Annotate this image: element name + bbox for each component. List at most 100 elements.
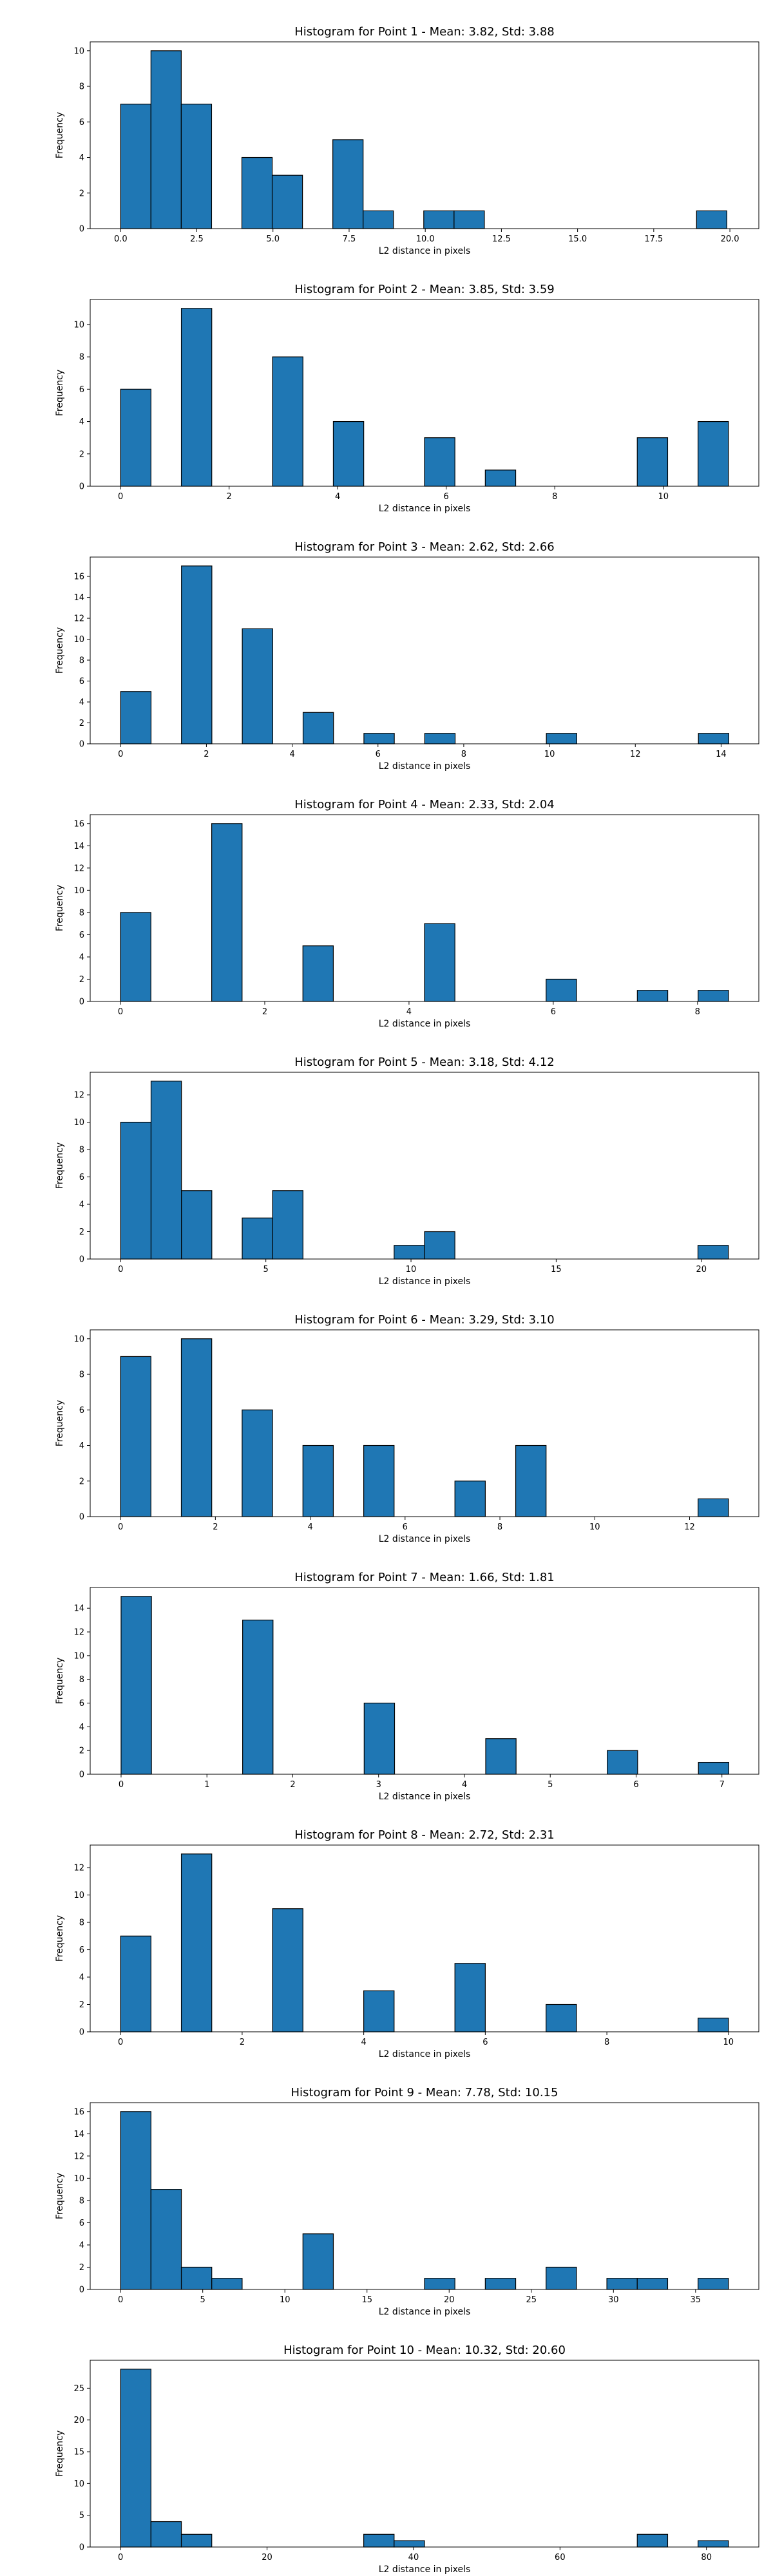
x-tick-label: 2 (240, 2038, 245, 2047)
axes-frame (90, 1072, 759, 1260)
x-tick-label: 1 (204, 1780, 209, 1790)
histogram-bar (698, 421, 729, 487)
y-tick-label: 4 (79, 698, 84, 708)
y-axis-label: Frequency (55, 1658, 65, 1704)
y-tick-label: 0 (79, 2028, 84, 2038)
axes-frame (90, 556, 759, 744)
y-tick-label: 0 (79, 2286, 84, 2295)
y-tick-label: 6 (79, 385, 84, 395)
x-tick-label: 12.5 (492, 234, 511, 244)
x-tick-label: 7 (720, 1780, 725, 1790)
histogram-bar (424, 923, 455, 1002)
axes-frame (90, 1844, 759, 2032)
histogram-bar (363, 1444, 395, 1517)
chart-title: Histogram for Point 5 - Mean: 3.18, Std:… (294, 1056, 555, 1069)
histogram-bar (606, 2278, 638, 2290)
x-tick-label: 15.0 (568, 234, 587, 244)
y-tick-label: 12 (73, 864, 84, 873)
histogram-panel-10: Histogram for Point 10 - Mean: 10.32, St… (55, 2344, 759, 2575)
histogram-bar (454, 1963, 486, 2032)
histogram-bar (120, 104, 151, 229)
histogram-bar (180, 104, 213, 229)
x-tick-label: 8 (604, 2038, 609, 2047)
y-tick-label: 0 (79, 2543, 84, 2553)
y-tick-label: 10 (73, 1651, 84, 1661)
axes-frame (90, 2102, 759, 2290)
y-tick-label: 0 (79, 1770, 84, 1780)
x-tick-label: 20 (444, 2295, 455, 2305)
y-tick-label: 6 (79, 2219, 84, 2228)
histogram-panel-4: Histogram for Point 4 - Mean: 2.33, Std:… (55, 798, 759, 1029)
histogram-bar (181, 565, 213, 744)
histogram-bar (454, 1481, 486, 1517)
x-tick-label: 12 (684, 1522, 695, 1532)
histogram-bar (698, 2018, 729, 2032)
histogram-bar (363, 2533, 395, 2548)
x-tick-label: 40 (408, 2553, 419, 2562)
y-tick-label: 2 (79, 719, 84, 728)
histogram-bar (120, 691, 152, 744)
y-tick-label: 0 (79, 740, 84, 750)
histogram-bar (424, 1231, 455, 1260)
x-tick-label: 10 (723, 2038, 734, 2047)
y-tick-label: 6 (79, 1406, 84, 1416)
y-tick-label: 10 (73, 1118, 84, 1128)
x-tick-label: 4 (307, 1522, 312, 1532)
histogram-bar (394, 1245, 425, 1260)
histogram-bar (484, 469, 517, 487)
y-tick-label: 6 (79, 118, 84, 128)
histogram-bar (180, 1338, 213, 1517)
y-tick-label: 12 (73, 1628, 84, 1638)
x-axis-label: L2 distance in pixels (379, 2307, 471, 2317)
chart-title: Histogram for Point 2 - Mean: 3.85, Std:… (294, 283, 555, 296)
y-tick-label: 4 (79, 1200, 84, 1210)
histogram-bar (424, 437, 455, 487)
x-tick-label: 0 (118, 2553, 123, 2562)
histogram-bar (242, 1217, 273, 1260)
y-axis-label: Frequency (55, 370, 65, 416)
histogram-bar (150, 1081, 182, 1260)
x-tick-label: 4 (335, 492, 340, 502)
histogram-bar (546, 978, 577, 1002)
y-tick-label: 2 (79, 975, 84, 985)
x-axis-label: L2 distance in pixels (379, 1792, 471, 1802)
x-tick-label: 2.5 (190, 234, 204, 244)
chart-title: Histogram for Point 4 - Mean: 2.33, Std:… (294, 798, 555, 811)
y-tick-label: 6 (79, 1699, 84, 1709)
histogram-bar (302, 945, 334, 1002)
y-tick-label: 6 (79, 1946, 84, 1955)
histogram-bar (120, 912, 151, 1002)
histogram-bar (332, 421, 365, 487)
y-tick-label: 8 (79, 353, 84, 363)
x-tick-label: 20 (696, 1265, 707, 1274)
y-tick-label: 20 (73, 2416, 84, 2425)
histogram-bar (271, 175, 303, 229)
histogram-bar (546, 733, 577, 744)
histogram-bar (484, 2278, 517, 2290)
y-tick-label: 0 (79, 998, 84, 1007)
x-tick-label: 15 (551, 1265, 562, 1274)
y-tick-label: 2 (79, 2000, 84, 2010)
y-tick-label: 14 (73, 593, 84, 603)
y-tick-label: 14 (73, 2130, 84, 2139)
y-axis-label: Frequency (55, 1400, 65, 1446)
y-axis-label: Frequency (55, 2173, 65, 2219)
x-tick-label: 0 (118, 750, 123, 759)
x-tick-label: 35 (691, 2295, 701, 2305)
y-tick-label: 14 (73, 842, 84, 851)
x-tick-label: 3 (376, 1780, 381, 1790)
histogram-bar (546, 2266, 577, 2290)
y-tick-label: 12 (73, 614, 84, 624)
x-tick-label: 8 (497, 1522, 502, 1532)
x-tick-label: 0 (118, 1265, 123, 1274)
histogram-bar (272, 1190, 303, 1260)
x-tick-label: 10 (280, 2295, 291, 2305)
histogram-bar (423, 210, 455, 229)
y-tick-label: 10 (73, 1891, 84, 1900)
histogram-bar (120, 1935, 151, 2032)
y-tick-label: 4 (79, 1723, 84, 1732)
x-tick-label: 0 (118, 492, 123, 502)
histogram-bar (698, 2278, 729, 2290)
x-tick-label: 10.0 (416, 234, 435, 244)
axes-frame (90, 1587, 759, 1775)
